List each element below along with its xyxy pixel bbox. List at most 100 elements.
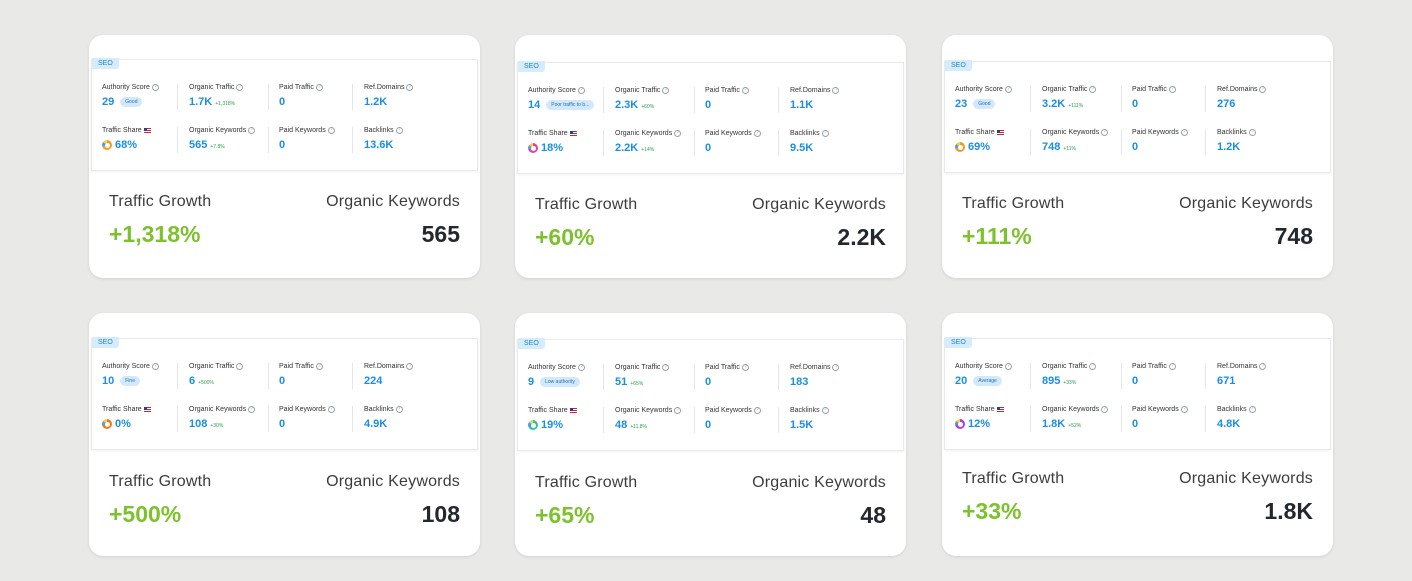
metric-value: 2.3K +60% bbox=[615, 99, 655, 111]
metric-traffic-share: Traffic Share 12% bbox=[955, 406, 1045, 430]
metric-label: Ref.Domains? bbox=[790, 364, 880, 371]
info-icon: ? bbox=[577, 364, 585, 371]
metric-label: Authority Score? bbox=[528, 87, 618, 94]
traffic-growth-label: Traffic Growth bbox=[535, 196, 638, 213]
metric-value: 0 bbox=[279, 375, 286, 387]
metric-label: Organic Traffic? bbox=[1042, 86, 1132, 93]
delta-text: +7.8% bbox=[210, 143, 225, 150]
traffic-growth-label: Traffic Growth bbox=[962, 470, 1065, 487]
metric-value: 895 +33% bbox=[1042, 375, 1077, 387]
info-icon: ? bbox=[315, 363, 323, 370]
metric-value: 1.2K bbox=[364, 96, 388, 108]
info-icon: ? bbox=[1089, 363, 1097, 370]
metric-label: Organic Traffic? bbox=[615, 364, 705, 371]
metric-label: Paid Keywords? bbox=[1132, 129, 1222, 136]
info-icon: ? bbox=[1248, 406, 1256, 413]
metric-value: 12% bbox=[955, 418, 1045, 430]
traffic-growth-value: +60% bbox=[535, 224, 595, 250]
metric-organic-traffic: Organic Traffic? 895 +33% bbox=[1042, 363, 1132, 387]
metric-value: 0 bbox=[1132, 375, 1139, 387]
seo-screenshot: SEO Authority Score? 9 Low authority Organic… bbox=[517, 338, 904, 451]
seo-result-card: SEO Authority Score? 29 Good Organic Traffic… bbox=[89, 35, 480, 278]
info-icon: ? bbox=[753, 407, 761, 414]
metric-value: 9 Low authority bbox=[528, 376, 618, 388]
info-icon: ? bbox=[151, 84, 159, 91]
metric-label: Paid Traffic? bbox=[1132, 86, 1222, 93]
delta-text: +30% bbox=[210, 422, 224, 429]
metric-value: 23 Good bbox=[955, 98, 1045, 110]
authority-badge: Poor traffic to b... bbox=[546, 100, 595, 110]
info-icon: ? bbox=[1248, 129, 1256, 136]
info-icon: ? bbox=[1168, 86, 1176, 93]
info-icon: ? bbox=[662, 87, 670, 94]
metric-value: 4.8K bbox=[1217, 418, 1241, 430]
traffic-growth-value: +500% bbox=[109, 501, 182, 527]
metric-paid-keywords: Paid Keywords? 0 bbox=[705, 130, 795, 154]
info-icon: ? bbox=[395, 127, 403, 134]
info-icon: ? bbox=[674, 407, 682, 414]
metric-value: 20 Average bbox=[955, 375, 1045, 387]
metric-label: Ref.Domains? bbox=[364, 84, 454, 91]
organic-keywords-value: 1.8K bbox=[1264, 498, 1313, 524]
metric-value: 0 bbox=[1132, 98, 1139, 110]
metric-label: Organic Keywords? bbox=[615, 407, 705, 414]
metric-organic-traffic: Organic Traffic? 6 +500% bbox=[189, 363, 279, 387]
info-icon: ? bbox=[236, 84, 244, 91]
metric-label: Ref.Domains? bbox=[790, 87, 880, 94]
metric-value: 1.8K +52% bbox=[1042, 418, 1082, 430]
metric-organic-keywords: Organic Keywords? 748 +11% bbox=[1042, 129, 1132, 153]
metric-backlinks: Backlinks? 4.8K bbox=[1217, 406, 1307, 430]
authority-badge: Fine bbox=[120, 376, 140, 386]
metric-label: Paid Keywords? bbox=[1132, 406, 1222, 413]
metric-authority: Authority Score? 14 Poor traffic to b... bbox=[528, 87, 618, 111]
metric-label: Organic Traffic? bbox=[189, 84, 279, 91]
info-icon: ? bbox=[1004, 363, 1012, 370]
traffic-share-donut-icon bbox=[955, 419, 965, 429]
metric-value: 1.5K bbox=[790, 419, 814, 431]
info-icon: ? bbox=[151, 363, 159, 370]
organic-keywords-value: 48 bbox=[860, 502, 886, 528]
metric-value: 276 bbox=[1217, 98, 1236, 110]
traffic-share-donut-icon bbox=[528, 420, 538, 430]
metric-ref-domains: Ref.Domains? 671 bbox=[1217, 363, 1307, 387]
info-icon: ? bbox=[1101, 129, 1109, 136]
metric-value: 2.2K +14% bbox=[615, 142, 655, 154]
seo-result-card: SEO Authority Score? 10 Fine Organic Traffic… bbox=[89, 313, 480, 556]
metric-traffic-share: Traffic Share 0% bbox=[102, 406, 192, 430]
metric-paid-keywords: Paid Keywords? 0 bbox=[279, 127, 369, 151]
traffic-share-donut-icon bbox=[528, 143, 538, 153]
metric-label: Traffic Share bbox=[955, 406, 1045, 413]
metric-label: Authority Score? bbox=[102, 363, 192, 370]
metric-label: Paid Keywords? bbox=[279, 406, 369, 413]
metric-value: 1.7K +1,318% bbox=[189, 96, 236, 108]
seo-result-card: SEO Authority Score? 9 Low authority Organic… bbox=[515, 313, 906, 556]
metric-value: 6 +500% bbox=[189, 375, 214, 387]
traffic-growth-label: Traffic Growth bbox=[962, 195, 1065, 212]
metric-label: Organic Keywords? bbox=[1042, 129, 1132, 136]
metric-organic-keywords: Organic Keywords? 108 +30% bbox=[189, 406, 279, 430]
metric-label: Authority Score? bbox=[955, 86, 1045, 93]
metric-label: Organic Keywords? bbox=[615, 130, 705, 137]
info-icon: ? bbox=[577, 87, 585, 94]
metric-label: Organic Keywords? bbox=[189, 406, 279, 413]
metric-label: Paid Traffic? bbox=[279, 363, 369, 370]
seo-result-card: SEO Authority Score? 23 Good Organic Traffic… bbox=[942, 35, 1333, 278]
info-icon: ? bbox=[832, 364, 840, 371]
metric-organic-keywords: Organic Keywords? 1.8K +52% bbox=[1042, 406, 1132, 430]
metric-authority: Authority Score? 9 Low authority bbox=[528, 364, 618, 388]
metric-value: 18% bbox=[528, 142, 618, 154]
delta-text: +65% bbox=[630, 380, 644, 387]
metric-backlinks: Backlinks? 13.6K bbox=[364, 127, 454, 151]
metric-organic-keywords: Organic Keywords? 2.2K +14% bbox=[615, 130, 705, 154]
seo-tag: SEO bbox=[945, 60, 972, 71]
metric-value: 0 bbox=[1132, 141, 1139, 153]
metric-value: 748 +11% bbox=[1042, 141, 1076, 153]
metric-label: Backlinks? bbox=[364, 127, 454, 134]
info-icon: ? bbox=[236, 363, 244, 370]
info-icon: ? bbox=[406, 84, 414, 91]
metric-value: 224 bbox=[364, 375, 383, 387]
metric-value: 10 Fine bbox=[102, 375, 192, 387]
info-icon: ? bbox=[1004, 86, 1012, 93]
metric-paid-traffic: Paid Traffic? 0 bbox=[279, 363, 369, 387]
metric-paid-traffic: Paid Traffic? 0 bbox=[705, 87, 795, 111]
